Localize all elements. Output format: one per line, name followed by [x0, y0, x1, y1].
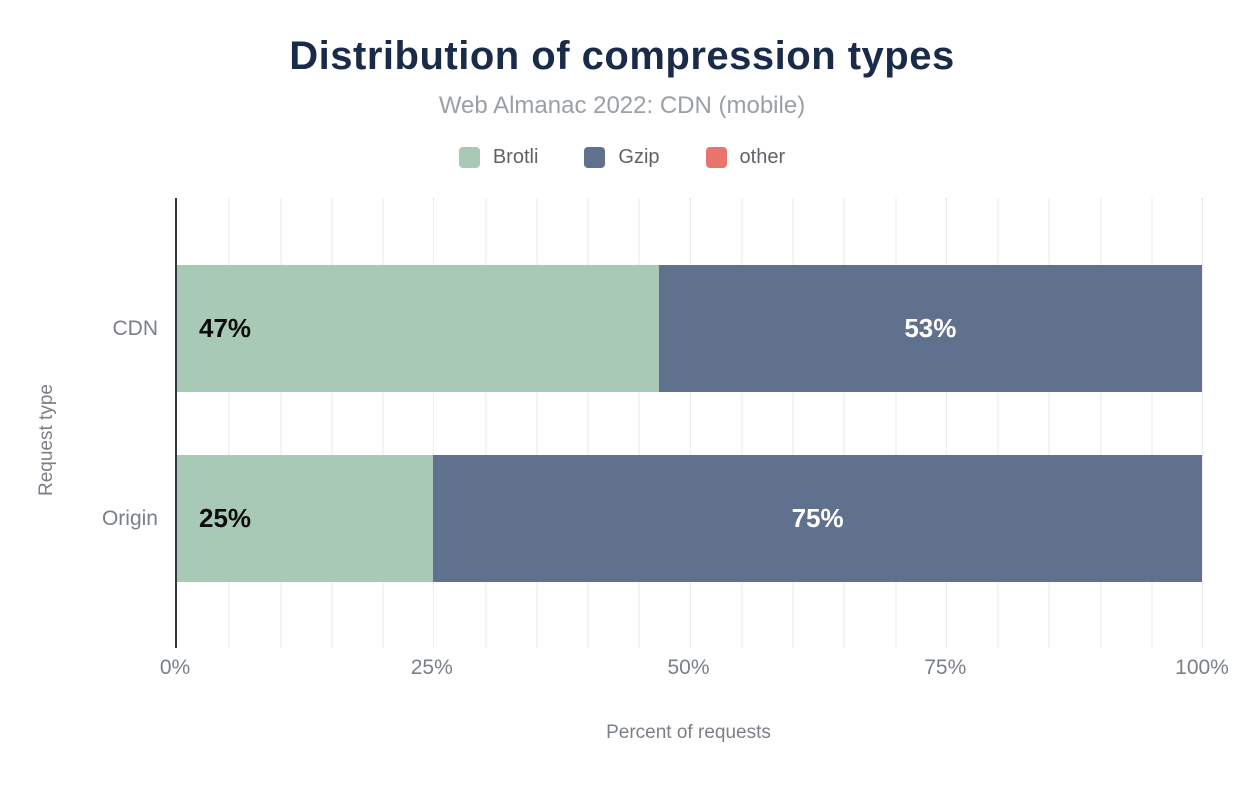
minor-gridline — [382, 198, 384, 648]
y-axis-label: Request type — [36, 384, 57, 496]
chart-title: Distribution of compression types — [289, 34, 955, 78]
legend-label: Gzip — [618, 146, 660, 168]
legend-item-other[interactable]: other — [705, 146, 786, 169]
legend-label: other — [739, 146, 786, 168]
x-tick-label: 50% — [667, 656, 710, 679]
bar-segment-gzip[interactable]: 75% — [433, 455, 1202, 582]
minor-gridline — [894, 198, 897, 648]
minor-gridline — [587, 198, 589, 648]
x-tick-label: 75% — [924, 656, 967, 679]
minor-gridline — [1048, 198, 1051, 648]
chart-subtitle: Web Almanac 2022: CDN (mobile) — [438, 92, 806, 119]
minor-gridline — [535, 198, 538, 648]
minor-gridline — [638, 198, 641, 648]
major-gridline — [689, 198, 691, 648]
bar-value-label: 75% — [791, 503, 844, 533]
bar-segment-gzip[interactable]: 53% — [658, 265, 1202, 392]
major-gridline — [945, 198, 947, 648]
bar-value-label: 47% — [199, 313, 252, 343]
major-gridline — [1202, 198, 1203, 648]
legend-item-brotli[interactable]: Brotli — [458, 146, 539, 169]
bar-value-label: 53% — [904, 313, 957, 343]
minor-gridline — [740, 198, 743, 648]
gzip-swatch-icon — [584, 147, 606, 168]
legend-label: Brotli — [492, 146, 539, 168]
minor-gridline — [228, 198, 231, 648]
plot-area: CDN 47% 53% Origin 25% 75% — [102, 198, 1203, 648]
minor-gridline — [997, 198, 999, 648]
x-tick-label: 25% — [410, 656, 453, 679]
bar-value-label: 25% — [199, 503, 252, 533]
minor-gridline — [484, 198, 487, 648]
bar-segment-brotli[interactable]: 25% — [177, 455, 434, 582]
minor-gridline — [1099, 198, 1102, 648]
minor-gridline — [843, 198, 846, 648]
bar-row-origin: Origin 25% 75% — [102, 455, 1202, 582]
major-gridline — [433, 198, 435, 648]
minor-gridline — [279, 198, 282, 648]
other-swatch-icon — [705, 147, 727, 168]
category-label: CDN — [112, 316, 159, 340]
x-axis-ticks: 0% 25% 50% 75% 100% — [160, 656, 1229, 682]
minor-gridline — [792, 198, 794, 648]
x-tick-label: 0% — [159, 656, 191, 679]
x-tick-label: 100% — [1175, 656, 1229, 679]
legend-item-gzip[interactable]: Gzip — [584, 146, 660, 169]
brotli-swatch-icon — [458, 147, 480, 168]
bar-row-cdn: CDN 47% 53% — [113, 265, 1202, 392]
category-label: Origin — [101, 506, 158, 530]
minor-gridline — [1150, 198, 1153, 648]
minor-gridline — [330, 198, 333, 648]
bar-segment-brotli[interactable]: 47% — [177, 265, 659, 392]
x-axis-label: Percent of requests — [606, 722, 771, 743]
legend: Brotli Gzip other — [0, 146, 1244, 169]
